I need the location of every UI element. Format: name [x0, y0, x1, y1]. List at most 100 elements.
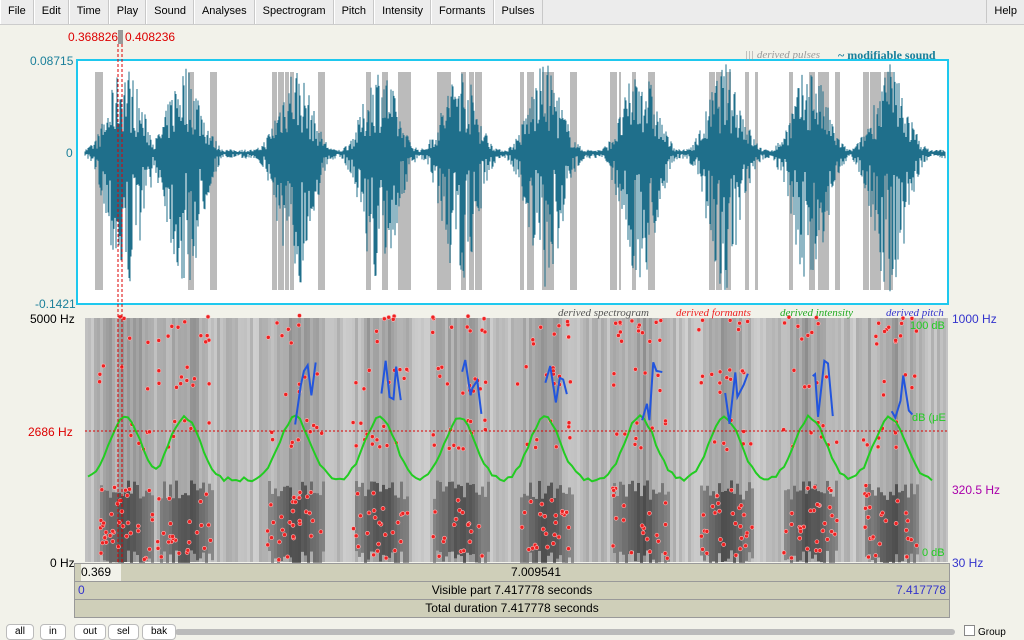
spectrogram-strip: [670, 318, 673, 562]
formant-dot: [712, 510, 718, 516]
spectrogram-energy: [448, 481, 451, 552]
spectrogram-strip: [736, 318, 739, 562]
formant-dot: [640, 530, 646, 536]
formant-dot: [553, 520, 558, 525]
spectrogram-strip: [205, 318, 208, 562]
spectrogram-strip: [751, 318, 754, 562]
formant-dot: [206, 522, 211, 528]
formant-dot: [545, 544, 550, 550]
formant-dot: [351, 526, 356, 531]
spectrogram-energy: [526, 495, 529, 566]
spectrogram-strip: [487, 318, 490, 562]
zoom-button[interactable]: sel: [108, 624, 139, 640]
formant-dot: [400, 511, 406, 516]
menu-item[interactable]: File: [0, 0, 34, 24]
selection-bar[interactable]: 0.369 7.009541: [74, 563, 950, 582]
menu-item[interactable]: Pitch: [333, 0, 375, 24]
spectrogram-energy: [208, 483, 211, 554]
group-checkbox[interactable]: Group: [964, 625, 1006, 638]
formant-dot: [820, 528, 826, 534]
menu-item[interactable]: Sound: [146, 0, 194, 24]
formant-dot: [717, 389, 723, 395]
scrollbar[interactable]: [175, 629, 955, 635]
formant-dot: [863, 505, 868, 511]
help-menu[interactable]: Help: [986, 0, 1024, 23]
spectrogram-strip: [571, 318, 574, 562]
spectrogram-strip: [208, 318, 211, 562]
menu-item[interactable]: Pulses: [493, 0, 543, 24]
formant-dot: [863, 483, 869, 488]
formant-dot: [179, 374, 184, 380]
formant-dot: [161, 531, 166, 536]
formant-dot: [102, 535, 108, 541]
wave-zero: 0: [66, 146, 73, 160]
formant-dot: [279, 333, 285, 338]
zoom-button[interactable]: all: [6, 624, 35, 640]
spectrogram-energy: [751, 488, 754, 559]
total-bar[interactable]: Total duration 7.417778 seconds: [74, 599, 950, 618]
formant-dot: [460, 446, 466, 452]
spectrogram-energy: [898, 492, 901, 563]
spectrogram-energy: [112, 492, 115, 563]
spectrogram-strip: [166, 318, 169, 562]
spectrogram-energy: [808, 481, 811, 552]
spectrogram-strip: [499, 318, 502, 562]
formant-dot: [815, 321, 821, 326]
spectrogram-strip: [403, 318, 406, 562]
menu-item[interactable]: Analyses: [193, 0, 255, 24]
formant-dot: [642, 370, 648, 376]
zoom-button[interactable]: in: [40, 624, 66, 640]
formant-dot: [621, 517, 626, 523]
spectrogram-strip: [820, 318, 823, 562]
legend-pulses: ||| derived pulses: [745, 49, 821, 61]
spectrogram-strip: [547, 318, 550, 562]
spectrogram-strip: [268, 318, 271, 562]
spectrogram-strip: [457, 318, 460, 562]
spectrogram-strip: [415, 318, 418, 562]
spectrogram-energy: [445, 486, 448, 557]
formant-dot: [124, 533, 129, 539]
spectrogram-strip: [616, 318, 619, 562]
visible-bar[interactable]: 0 Visible part 7.417778 seconds 7.417778: [74, 581, 950, 600]
formant-dot: [371, 552, 376, 558]
formant-dot: [295, 437, 301, 443]
zoom-button[interactable]: out: [74, 624, 106, 640]
spectrogram-strip: [667, 318, 670, 562]
spectrogram-energy: [616, 496, 619, 567]
spectrogram-strip: [928, 318, 931, 562]
formant-dot: [515, 381, 520, 387]
spectrogram-energy: [706, 485, 709, 556]
zoom-button[interactable]: bak: [142, 624, 177, 640]
menu-item[interactable]: Play: [108, 0, 147, 24]
menu-item[interactable]: Edit: [33, 0, 69, 24]
spectrogram-strip: [943, 318, 946, 562]
spectrogram-energy: [109, 497, 112, 568]
spectrogram-strip: [97, 318, 100, 562]
menu-item[interactable]: Formants: [431, 0, 494, 24]
formant-dot: [353, 533, 359, 539]
formant-dot: [743, 543, 748, 549]
spectrogram-strip: [544, 318, 547, 562]
formant-dot: [730, 511, 736, 516]
spectrogram-strip: [793, 318, 796, 562]
spectrogram-energy: [442, 491, 445, 562]
menu-item[interactable]: Spectrogram: [254, 0, 334, 24]
formant-dot: [476, 523, 482, 529]
formant-dot: [657, 337, 663, 343]
formant-dot: [566, 334, 571, 340]
formant-dot: [310, 518, 316, 524]
spectrogram-energy: [739, 494, 742, 565]
spectrogram-energy: [136, 485, 139, 556]
spectrogram-strip: [214, 318, 217, 562]
formant-dot: [184, 364, 190, 370]
menu-item[interactable]: Time: [68, 0, 109, 24]
menu-item[interactable]: Intensity: [374, 0, 432, 24]
formant-dot: [155, 546, 161, 551]
spectrogram-energy: [892, 495, 895, 566]
spectrogram-strip: [343, 318, 346, 562]
formant-dot: [381, 424, 387, 429]
spectrogram-energy: [202, 482, 205, 553]
spectrogram-energy: [385, 489, 388, 560]
formant-dot: [610, 543, 616, 549]
